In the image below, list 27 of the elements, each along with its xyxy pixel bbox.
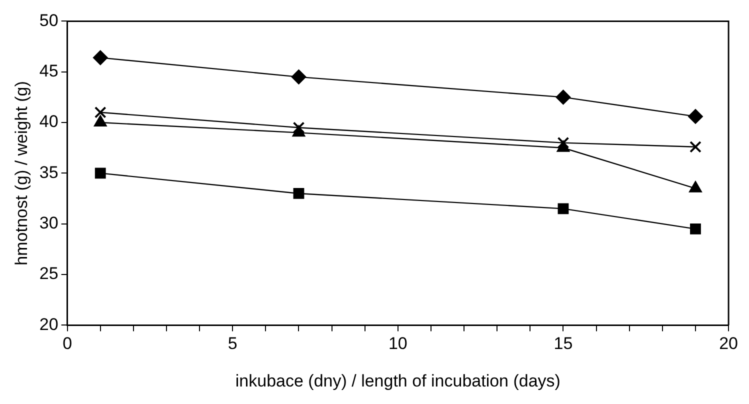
point (688, 108, 703, 124)
point (292, 122, 305, 134)
x-tick-label: 0 (62, 334, 72, 354)
x-tick-label: 15 (554, 334, 573, 354)
point (94, 106, 106, 118)
y-axis-title: hmotnost (g) / weight (g) (12, 81, 31, 266)
y-tick-label: 45 (39, 62, 58, 81)
x-tick-label: 20 (719, 334, 738, 354)
point (557, 136, 570, 149)
point (556, 90, 571, 105)
point (92, 50, 108, 66)
y-tick-label: 35 (39, 162, 58, 182)
y-tick-label: 40 (39, 112, 58, 132)
point (291, 69, 306, 84)
x-axis-title: inkubace (dny) / length of incubation (days) (235, 371, 560, 390)
x-tick-label: 10 (388, 334, 408, 354)
point (293, 188, 304, 199)
point (690, 223, 701, 234)
point (690, 140, 702, 153)
point (558, 203, 569, 214)
y-tick-label: 20 (39, 314, 58, 334)
y-tick-label: 25 (39, 264, 58, 284)
y-tick-label: 30 (39, 214, 58, 233)
point (94, 115, 107, 127)
x-tick-label: 5 (228, 334, 238, 354)
y-tick-label: 50 (39, 10, 58, 30)
point (94, 168, 106, 179)
